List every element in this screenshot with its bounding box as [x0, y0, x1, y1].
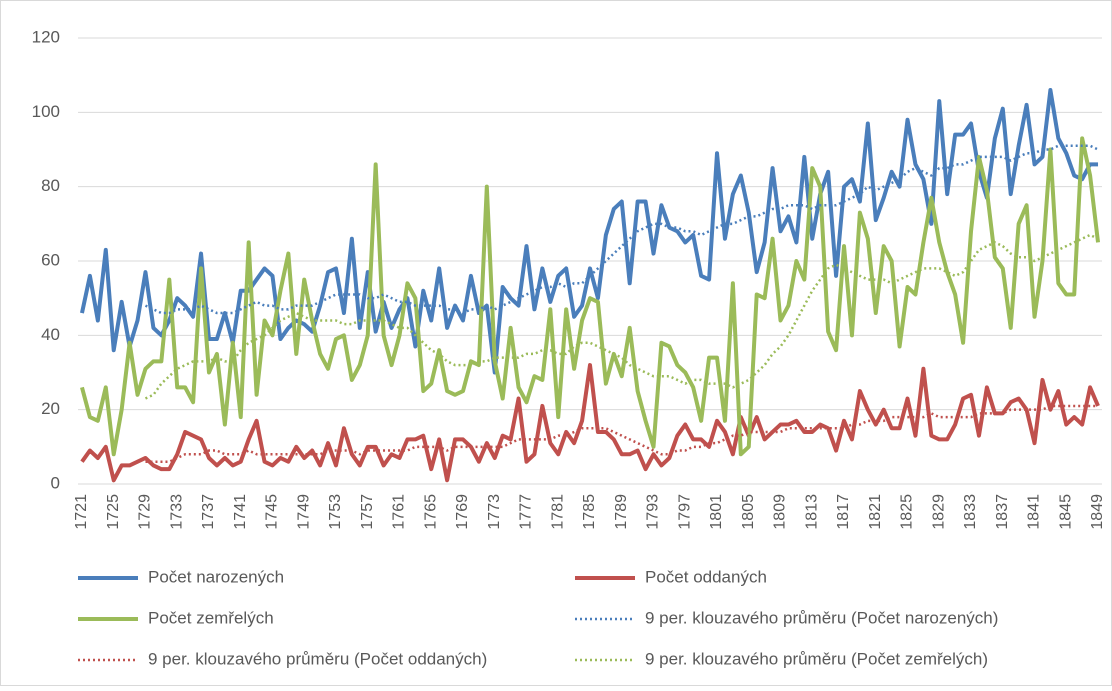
legend-label: 9 per. klouzavého průměru (Počet zemřelý…	[645, 649, 988, 668]
x-tick-label: 1757	[359, 494, 376, 530]
x-tick-label: 1749	[295, 494, 312, 530]
legend-label: Počet narozených	[148, 567, 284, 586]
x-tick-label: 1801	[708, 494, 725, 530]
x-tick-label: 1809	[772, 494, 789, 530]
x-tick-label: 1773	[486, 494, 503, 530]
x-tick-label: 1777	[518, 494, 535, 530]
x-tick-label: 1841	[1026, 494, 1043, 530]
x-tick-label: 1805	[740, 494, 757, 530]
x-tick-label: 1849	[1089, 494, 1106, 530]
legend-label: 9 per. klouzavého průměru (Počet oddanýc…	[148, 649, 487, 668]
y-tick-label: 20	[41, 399, 60, 418]
x-tick-label: 1745	[264, 494, 281, 530]
x-tick-label: 1833	[962, 494, 979, 530]
x-tick-label: 1789	[613, 494, 630, 530]
x-tick-label: 1845	[1057, 494, 1074, 530]
x-tick-label: 1797	[676, 494, 693, 530]
legend-label: Počet zemřelých	[148, 608, 274, 627]
y-tick-label: 120	[32, 27, 60, 46]
series-line	[80, 136, 1101, 457]
legend-label: 9 per. klouzavého průměru (Počet narozen…	[645, 608, 998, 627]
x-tick-label: 1837	[994, 494, 1011, 530]
x-tick-label: 1793	[645, 494, 662, 530]
x-tick-label: 1817	[835, 494, 852, 530]
x-tick-label: 1729	[137, 494, 154, 530]
x-tick-label: 1825	[899, 494, 916, 530]
x-tick-label: 1733	[168, 494, 185, 530]
x-tick-label: 1741	[232, 494, 249, 530]
x-tick-label: 1829	[930, 494, 947, 530]
x-tick-label: 1761	[391, 494, 408, 530]
series-line	[80, 363, 1100, 483]
x-tick-label: 1765	[422, 494, 439, 530]
x-tick-label: 1737	[200, 494, 217, 530]
legend-label: Počet oddaných	[645, 567, 767, 586]
x-tick-label: 1721	[73, 494, 90, 530]
x-tick-label: 1785	[581, 494, 598, 530]
series-line	[144, 233, 1099, 400]
series-line	[144, 144, 1099, 315]
y-tick-label: 60	[41, 250, 60, 269]
x-tick-label: 1769	[454, 494, 471, 530]
x-tick-label: 1821	[867, 494, 884, 530]
x-tick-label: 1781	[549, 494, 566, 530]
y-tick-label: 80	[41, 176, 60, 195]
x-tick-label: 1813	[803, 494, 820, 530]
y-tick-label: 40	[41, 325, 60, 344]
y-tick-label: 100	[32, 102, 60, 121]
x-tick-label: 1725	[105, 494, 122, 530]
x-tick-label: 1753	[327, 494, 344, 530]
y-tick-label: 0	[51, 473, 60, 492]
